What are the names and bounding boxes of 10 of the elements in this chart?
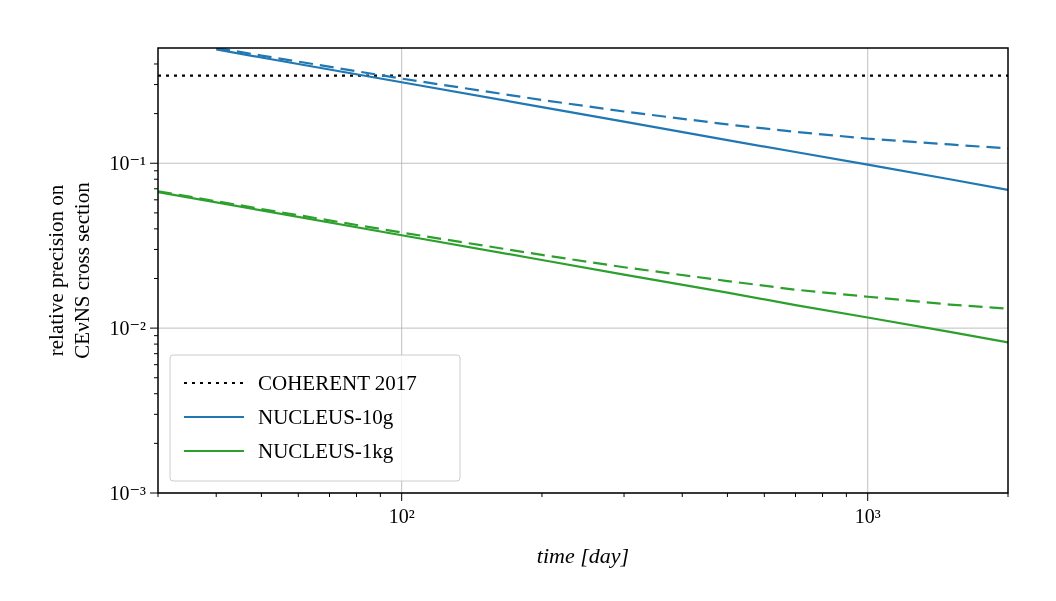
y-tick-label: 10⁻² — [109, 317, 146, 340]
legend-label: NUCLEUS-10g — [258, 405, 394, 429]
y-tick-label: 10⁻¹ — [109, 152, 146, 175]
legend-label: NUCLEUS-1kg — [258, 439, 394, 463]
x-tick-label: 10³ — [854, 505, 881, 527]
y-axis-title: relative precision on CEνNS cross section — [44, 181, 94, 359]
y-tick-label: 10⁻³ — [109, 482, 146, 504]
x-axis-title: time [day] — [536, 543, 630, 568]
legend-label: COHERENT 2017 — [258, 371, 417, 395]
x-tick-label: 10² — [388, 505, 415, 527]
